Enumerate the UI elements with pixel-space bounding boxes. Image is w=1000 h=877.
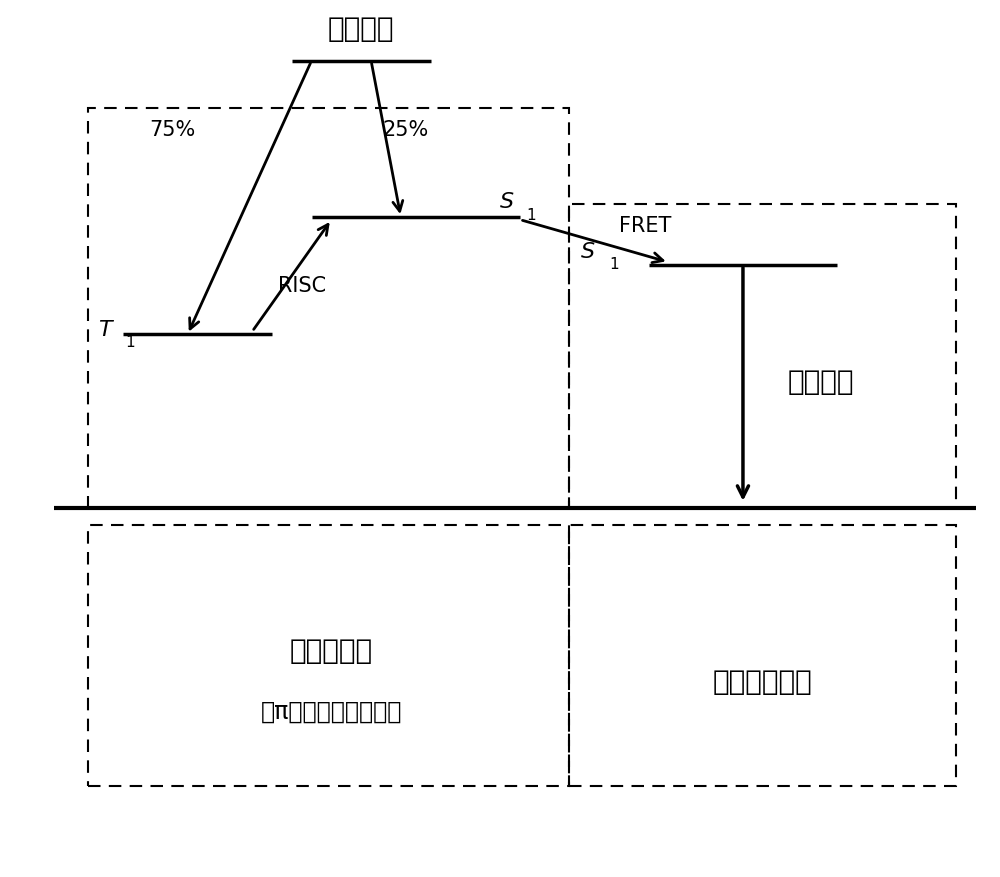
Text: T: T (98, 320, 112, 340)
Bar (569, 525, 956, 786)
Text: 1: 1 (125, 335, 135, 351)
Text: FRET: FRET (619, 216, 671, 236)
Text: 荧光发光: 荧光发光 (788, 368, 854, 396)
Text: 1: 1 (527, 208, 536, 223)
Bar (88, 525, 569, 786)
Bar (88, 109, 569, 508)
Text: 1: 1 (609, 257, 619, 272)
Text: RISC: RISC (278, 276, 326, 296)
Text: 75%: 75% (150, 120, 196, 140)
Text: S: S (581, 242, 595, 261)
Bar (569, 204, 956, 508)
Text: 发光性化合物: 发光性化合物 (713, 667, 813, 695)
Text: S: S (500, 192, 514, 212)
Text: 电场激发: 电场激发 (328, 15, 394, 43)
Text: 25%: 25% (383, 120, 429, 140)
Text: 主体化合物: 主体化合物 (290, 638, 373, 666)
Text: （π共轭系硼化合物）: （π共轭系硼化合物） (261, 700, 402, 724)
